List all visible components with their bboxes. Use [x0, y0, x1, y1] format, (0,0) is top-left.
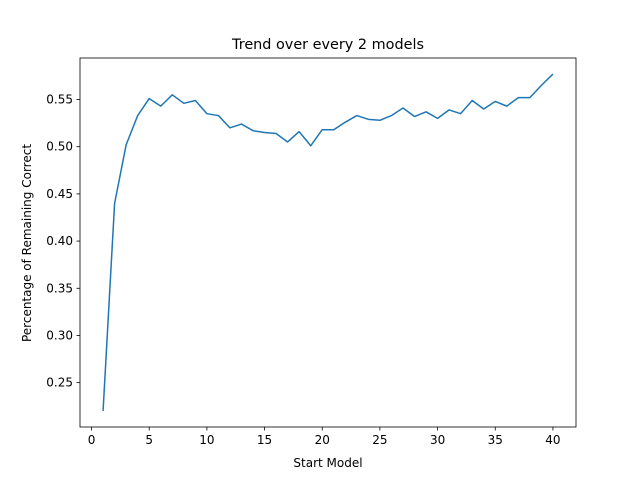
y-tick-label: 0.45 [46, 187, 73, 201]
y-tick-label: 0.50 [46, 140, 73, 154]
y-tick-label: 0.40 [46, 234, 73, 248]
x-tick-label: 35 [488, 433, 503, 447]
series-line-0 [102, 73, 554, 412]
plot-area: 0 5 10 15 20 25 30 35 40 0.25 0.30 0.35 0.40 0.45 0.50… [46, 57, 577, 447]
y-axis-label: Percentage of Remaining Correct [20, 144, 34, 342]
x-tick-label: 40 [545, 433, 560, 447]
x-tick-label: 10 [199, 433, 214, 447]
x-tick-label: 0 [88, 433, 96, 447]
y-tick-label: 0.55 [46, 93, 73, 107]
chart-title: Trend over every 2 models [231, 37, 424, 53]
x-tick-label: 30 [430, 433, 445, 447]
axes-frame [79, 57, 577, 428]
x-tick-label: 5 [145, 433, 153, 447]
x-tick-label: 25 [372, 433, 387, 447]
x-tick-label: 20 [315, 433, 330, 447]
x-axis-label: Start Model [293, 456, 362, 470]
y-tick-label: 0.30 [46, 328, 73, 342]
y-tick-label: 0.25 [46, 376, 73, 390]
x-tick-label: 15 [257, 433, 272, 447]
y-tick-label: 0.35 [46, 281, 73, 295]
